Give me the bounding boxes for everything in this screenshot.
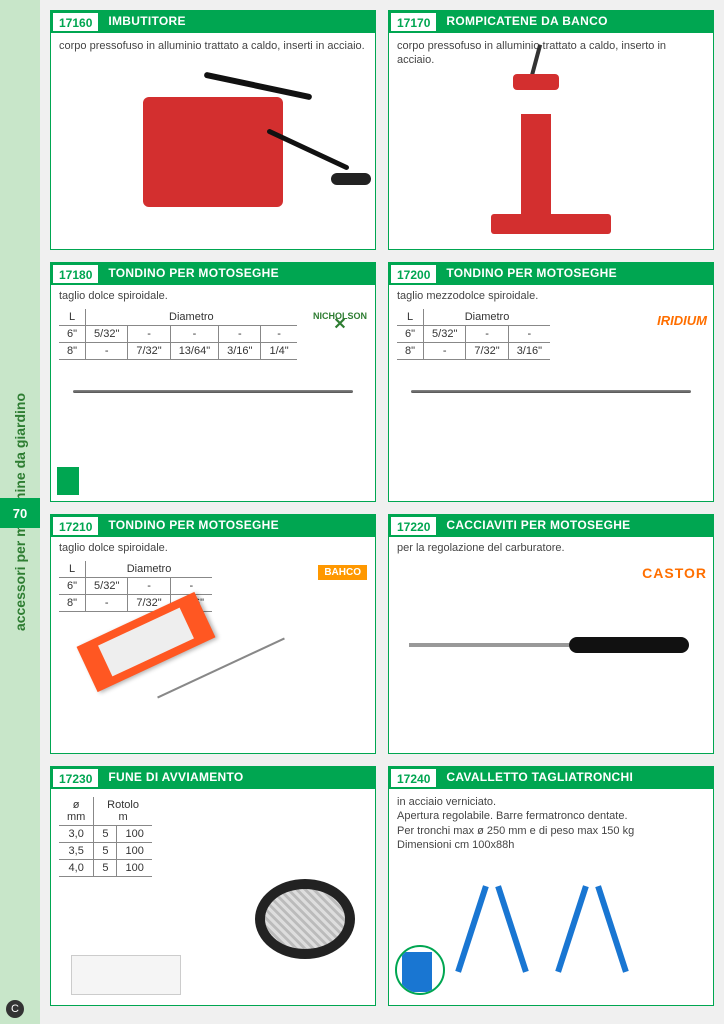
product-code: 17180 <box>53 265 98 283</box>
brand-logo: IRIDIUM <box>657 313 707 328</box>
card-header: 17170 ROMPICATENE DA BANCO <box>389 11 713 33</box>
card-17180: 17180 TONDINO PER MOTOSEGHE taglio dolce… <box>50 262 376 502</box>
product-desc: taglio dolce spiroidale. <box>59 541 367 557</box>
product-title: CACCIAVITI PER MOTOSEGHE <box>438 515 638 537</box>
product-desc: corpo pressofuso in alluminio trattato a… <box>389 33 713 70</box>
brand-logo: CASTOR <box>642 565 707 581</box>
product-image <box>411 390 691 393</box>
brand-logo: NICHOLSON ✕ <box>313 311 367 329</box>
product-desc: in acciaio verniciato. Apertura regolabi… <box>389 789 713 854</box>
card-17160: 17160 IMBUTITORE corpo pressofuso in all… <box>50 10 376 250</box>
product-desc: per la regolazione del carburatore. <box>397 541 705 557</box>
product-code: 17230 <box>53 769 98 787</box>
card-header: 17200 TONDINO PER MOTOSEGHE <box>389 263 713 285</box>
product-desc: taglio mezzodolce spiroidale. <box>397 289 705 305</box>
card-17170: 17170 ROMPICATENE DA BANCO corpo pressof… <box>388 10 714 250</box>
product-image-spool <box>255 879 355 959</box>
card-17210: 17210 TONDINO PER MOTOSEGHE taglio dolce… <box>50 514 376 754</box>
product-image-rope <box>71 955 181 995</box>
catalog-grid: 17160 IMBUTITORE corpo pressofuso in all… <box>50 10 714 1014</box>
product-image <box>51 55 375 249</box>
spec-table: LDiametro 6"5/32"---- 8"-7/32"13/64"3/16… <box>59 309 297 360</box>
product-title: TONDINO PER MOTOSEGHE <box>100 515 287 537</box>
card-header: 17230 FUNE DI AVVIAMENTO <box>51 767 375 789</box>
spec-table: LDiametro 6"5/32"-- 8"-7/32"3/16" <box>397 309 550 360</box>
product-title: CAVALLETTO TAGLIATRONCHI <box>438 767 641 789</box>
product-desc: taglio dolce spiroidale. <box>59 289 367 305</box>
product-code: 17170 <box>391 13 436 31</box>
product-title: TONDINO PER MOTOSEGHE <box>438 263 625 285</box>
product-title: IMBUTITORE <box>100 11 193 33</box>
card-header: 17240 CAVALLETTO TAGLIATRONCHI <box>389 767 713 789</box>
product-code: 17200 <box>391 265 436 283</box>
card-header: 17180 TONDINO PER MOTOSEGHE <box>51 263 375 285</box>
card-17230: 17230 FUNE DI AVVIAMENTO ømm Rotolom 3,0… <box>50 766 376 1006</box>
page-number-tab: 70 <box>0 498 40 528</box>
card-header: 17160 IMBUTITORE <box>51 11 375 33</box>
product-title: ROMPICATENE DA BANCO <box>438 11 615 33</box>
card-17200: 17200 TONDINO PER MOTOSEGHE taglio mezzo… <box>388 262 714 502</box>
product-image <box>409 637 689 653</box>
product-image <box>73 390 353 393</box>
product-title: FUNE DI AVVIAMENTO <box>100 767 251 789</box>
product-code: 17220 <box>391 517 436 535</box>
product-desc: corpo pressofuso in alluminio trattato a… <box>51 33 375 55</box>
product-code: 17160 <box>53 13 98 31</box>
card-header: 17210 TONDINO PER MOTOSEGHE <box>51 515 375 537</box>
card-header: 17220 CACCIAVITI PER MOTOSEGHE <box>389 515 713 537</box>
product-image <box>389 854 713 1005</box>
product-title: TONDINO PER MOTOSEGHE <box>100 263 287 285</box>
product-code: 17240 <box>391 769 436 787</box>
brand-logo: BAHCO <box>318 565 367 580</box>
detail-zoom <box>395 945 445 995</box>
card-17240: 17240 CAVALLETTO TAGLIATRONCHI in acciai… <box>388 766 714 1006</box>
spec-table: ømm Rotolom 3,05100 3,55100 4,05100 <box>59 797 152 877</box>
product-code: 17210 <box>53 517 98 535</box>
product-image <box>389 70 713 249</box>
card-17220: 17220 CACCIAVITI PER MOTOSEGHE per la re… <box>388 514 714 754</box>
publisher-logo: C <box>6 1000 24 1018</box>
packaging-icon <box>57 467 79 495</box>
